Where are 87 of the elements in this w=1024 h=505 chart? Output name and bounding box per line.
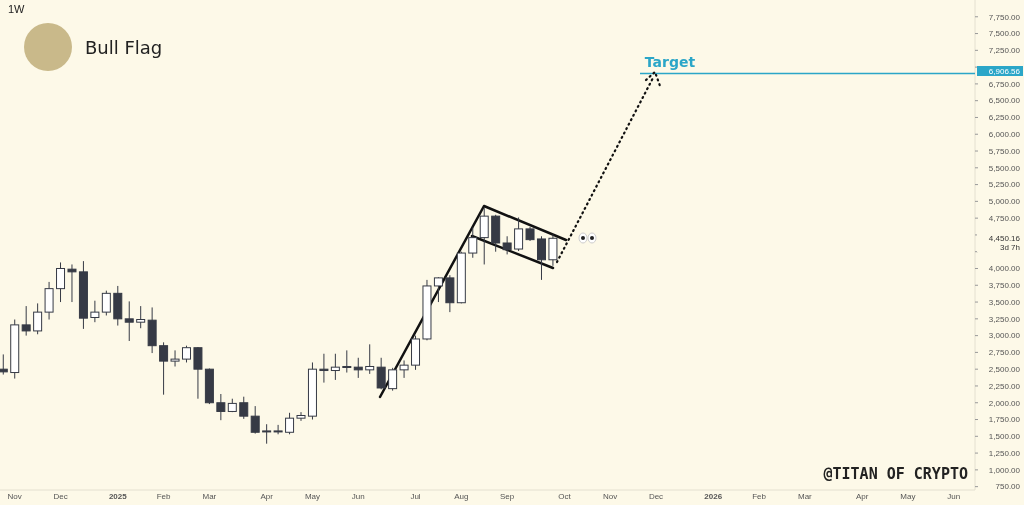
x-tick-label: Dec	[53, 492, 68, 501]
y-tick-label: 4,000.00	[988, 264, 1021, 274]
x-tick-label: 2025	[108, 492, 128, 501]
x-tick-label: May	[900, 492, 916, 501]
candlestick	[250, 405, 260, 435]
x-tick-label: Feb	[752, 492, 767, 501]
candlestick	[67, 263, 77, 303]
candlestick	[342, 349, 352, 374]
text: Bull Flag	[85, 37, 163, 58]
y-tick-label: 1,250.00	[988, 448, 1021, 458]
x-tick-label: Feb	[156, 492, 172, 501]
x-tick-label: May	[304, 492, 321, 501]
candlestick	[376, 357, 386, 390]
x-tick-label: Sep	[500, 492, 515, 501]
y-tick-label: 2,750.00	[988, 348, 1021, 358]
y-tick-label: 3,750.00	[988, 281, 1021, 291]
candlestick	[399, 359, 409, 379]
candlestick	[548, 233, 558, 267]
y-tick-label: 3,500.00	[988, 297, 1021, 307]
y-tick-label: 1,000.00	[988, 465, 1021, 475]
x-tick-label: Oct	[558, 492, 572, 501]
text: 4,450.16	[988, 234, 1021, 243]
y-tick-label: 6,250.00	[988, 113, 1021, 123]
y-tick-label: 4,750.00	[988, 213, 1021, 223]
x-tick-label: Jun	[351, 492, 365, 501]
candlestick	[433, 276, 443, 303]
candlestick	[124, 300, 134, 342]
y-tick-label: 5,500.00	[988, 163, 1021, 173]
y-tick-label: 2,000.00	[988, 398, 1021, 408]
candlestick	[136, 305, 146, 329]
y-tick-label: 1,500.00	[988, 432, 1021, 442]
y-tick-label: 6,000.00	[988, 130, 1021, 140]
y-tick-label: 2,250.00	[988, 381, 1021, 391]
candlestick	[33, 302, 43, 335]
y-tick-label: 5,000.00	[988, 197, 1021, 207]
annotation: @TITAN OF CRYPTO	[823, 465, 968, 483]
x-tick-label: Apr	[855, 492, 869, 501]
x-tick-label: Mar	[797, 492, 813, 501]
y-tick-label: 3,250.00	[988, 314, 1021, 324]
x-tick-label: Dec	[648, 492, 664, 501]
candlestick	[159, 341, 169, 396]
y-tick-label: 3,000.00	[988, 331, 1021, 341]
x-tick-label: Apr	[260, 492, 274, 501]
candlestick	[216, 393, 226, 421]
candlestick	[170, 349, 180, 367]
y-tick-label: 5,250.00	[988, 180, 1021, 190]
candlestick	[365, 343, 375, 375]
y-tick-label: 2,500.00	[988, 364, 1021, 374]
candlestick	[44, 281, 54, 321]
x-tick-label: Nov	[7, 492, 22, 501]
candlestick	[388, 367, 398, 392]
x-tick-label: 2026	[704, 492, 723, 501]
candlestick	[502, 235, 512, 255]
candlestick	[90, 300, 100, 323]
ref-line-label: Target	[644, 54, 696, 71]
y-tick-label: 7,500.00	[988, 29, 1021, 39]
y-tick-label: 750.00	[995, 482, 1021, 492]
candlestick	[21, 305, 31, 337]
candlestick	[193, 346, 203, 400]
candlestick	[285, 412, 295, 435]
y-tick-label: 7,250.00	[988, 46, 1021, 56]
text: 6,906.56	[988, 67, 1021, 76]
candlestick	[239, 396, 249, 420]
x-tick-label: Mar	[202, 492, 217, 501]
y-tick-label: 6,750.00	[988, 79, 1021, 89]
x-tick-label: Nov	[603, 492, 618, 501]
candlestick	[273, 424, 283, 435]
text: 3d 7h	[999, 243, 1020, 252]
x-tick-label: Jul	[410, 492, 421, 501]
y-tick-label: 5,750.00	[988, 146, 1021, 156]
x-tick-label: Jun	[947, 492, 961, 501]
y-tick-label: 6,500.00	[988, 96, 1021, 106]
candlestick	[319, 353, 329, 384]
annotation: 1W	[8, 3, 26, 15]
candlestick	[296, 411, 306, 422]
candlestick	[468, 227, 478, 259]
y-tick-label: 7,750.00	[988, 12, 1021, 22]
candlestick	[536, 235, 546, 281]
candlestick	[479, 207, 489, 265]
candlestick	[262, 423, 272, 445]
candlestick	[0, 353, 8, 376]
candlestick	[514, 216, 524, 252]
candlestick	[56, 261, 66, 303]
candlestick	[101, 290, 111, 316]
y-tick-label: 1,750.00	[988, 415, 1021, 425]
x-tick-label: Aug	[454, 492, 469, 501]
candlestick	[330, 353, 340, 381]
